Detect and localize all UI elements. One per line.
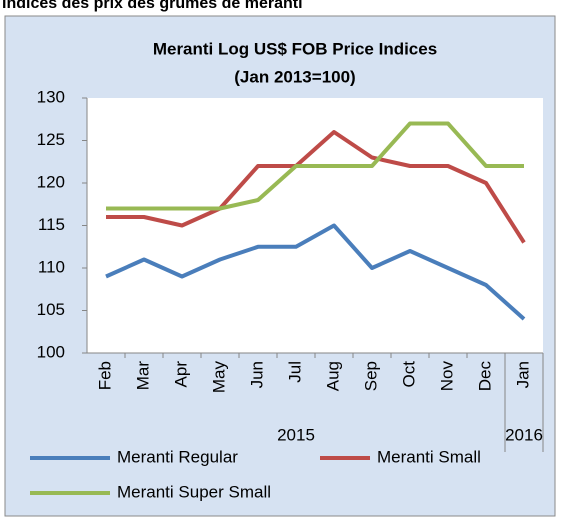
y-tick-label: 110 xyxy=(38,257,65,276)
y-tick-label: 130 xyxy=(37,87,65,106)
y-tick-label: 100 xyxy=(37,342,65,361)
chart-title: Meranti Log US$ FOB Price Indices xyxy=(153,39,437,58)
x-tick-label: Sep xyxy=(361,361,380,391)
y-tick-label: 105 xyxy=(37,300,65,319)
x-tick-label: Feb xyxy=(95,361,114,390)
x-tick-label: May xyxy=(209,361,228,394)
year-label: 2016 xyxy=(505,425,543,444)
y-tick-label: 115 xyxy=(38,215,65,234)
y-tick-label: 120 xyxy=(37,172,65,191)
x-tick-label: Apr xyxy=(171,361,190,388)
series-line xyxy=(106,130,526,244)
x-tick-label: Aug xyxy=(323,361,342,391)
x-tick-label: Dec xyxy=(475,361,494,392)
chart-subtitle: (Jan 2013=100) xyxy=(234,67,355,86)
x-tick-label: Mar xyxy=(133,361,152,391)
y-tick-label: 125 xyxy=(37,130,65,149)
x-tick-label: Jan xyxy=(513,361,532,388)
series-line xyxy=(105,223,526,321)
legend-label: Meranti Regular xyxy=(117,447,238,466)
x-tick-label: Oct xyxy=(399,361,418,388)
page-header: Indices des prix des grumes de meranti xyxy=(2,0,303,12)
x-tick-label: Jul xyxy=(285,361,304,383)
year-label: 2015 xyxy=(277,425,315,444)
legend-label: Meranti Small xyxy=(377,447,481,466)
plot-area xyxy=(87,98,543,353)
x-tick-label: Nov xyxy=(437,361,456,392)
series-line xyxy=(106,121,524,211)
legend-label: Meranti Super Small xyxy=(117,482,271,501)
x-tick-label: Jun xyxy=(247,361,266,388)
